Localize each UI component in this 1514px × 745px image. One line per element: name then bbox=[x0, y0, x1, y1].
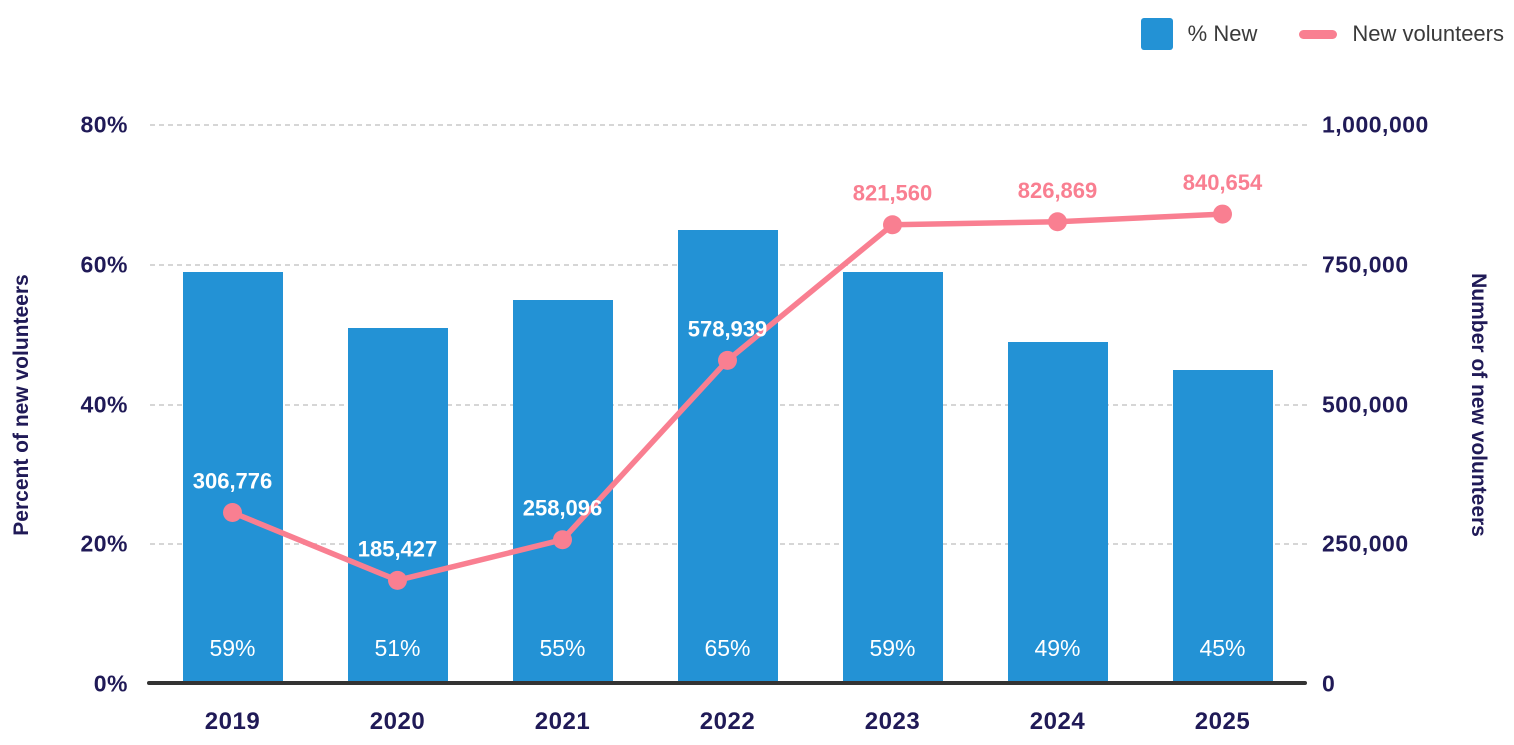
bar-value-label: 45% bbox=[1199, 635, 1246, 661]
line-point bbox=[1048, 212, 1067, 232]
left-axis-tick-label: 60% bbox=[80, 251, 128, 278]
legend-item-new-volunteers[interactable]: New volunteers bbox=[1299, 21, 1504, 47]
bar-legend-swatch bbox=[1140, 18, 1173, 50]
right-axis-tick-label: 250,000 bbox=[1322, 530, 1409, 557]
line-point-label: 840,654 bbox=[1183, 170, 1263, 195]
x-axis-label: 2019 bbox=[204, 708, 261, 735]
x-axis-label: 2024 bbox=[1029, 708, 1086, 735]
x-axis-label: 2021 bbox=[534, 708, 591, 735]
x-axis-label: 2023 bbox=[864, 708, 921, 735]
bar-value-label: 59% bbox=[869, 634, 916, 661]
bar-2021: 55% bbox=[512, 299, 613, 684]
left-axis-tick-label: 0% bbox=[93, 670, 128, 697]
left-axis-tick-label: 40% bbox=[80, 391, 128, 417]
line-point bbox=[883, 215, 902, 235]
x-axis-label: 2022 bbox=[699, 708, 756, 735]
right-axis-title: Number of new volunteers bbox=[1467, 273, 1490, 537]
left-axis-tick-label: 80% bbox=[80, 111, 128, 138]
bar-2022: 65% bbox=[677, 229, 778, 684]
legend-label-percent-new: % New bbox=[1187, 21, 1258, 46]
x-axis-baseline bbox=[147, 681, 1307, 685]
x-axis-label: 2025 bbox=[1194, 708, 1251, 735]
line-legend-swatch bbox=[1299, 29, 1338, 39]
bar-value-label: 55% bbox=[539, 635, 586, 661]
bar-2024: 49% bbox=[1007, 341, 1108, 684]
line-point bbox=[1213, 204, 1232, 224]
right-axis-tick-label: 500,000 bbox=[1322, 391, 1409, 417]
bar-2019: 59% bbox=[182, 271, 283, 684]
bar-value-label: 49% bbox=[1034, 634, 1081, 661]
legend-item-percent-new[interactable]: % New bbox=[1140, 18, 1258, 50]
bar-value-label: 59% bbox=[209, 634, 256, 661]
left-axis-tick-label: 20% bbox=[80, 530, 128, 557]
legend: % New New volunteers bbox=[1140, 18, 1504, 50]
right-axis-tick-label: 1,000,000 bbox=[1322, 111, 1429, 138]
right-axis-tick-label: 0 bbox=[1322, 670, 1336, 697]
bar-2025: 45% bbox=[1172, 369, 1273, 684]
gridline bbox=[150, 124, 1307, 126]
bar-value-label: 65% bbox=[704, 635, 751, 661]
x-axis-label: 2020 bbox=[369, 708, 426, 735]
line-point-label: 821,560 bbox=[853, 181, 933, 206]
bar-value-label: 51% bbox=[374, 634, 421, 661]
bar-2020: 51% bbox=[347, 327, 448, 684]
right-axis-tick-label: 750,000 bbox=[1322, 251, 1409, 278]
line-point-label: 826,869 bbox=[1018, 178, 1098, 203]
legend-label-new-volunteers: New volunteers bbox=[1352, 21, 1504, 46]
bar-2023: 59% bbox=[842, 271, 943, 684]
